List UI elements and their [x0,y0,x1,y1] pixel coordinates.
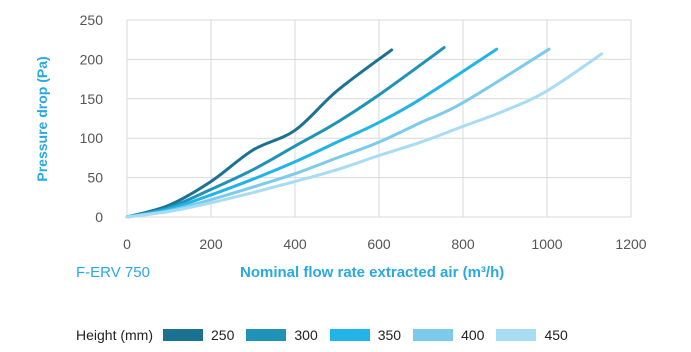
y-axis-label: Pressure drop (Pa) [34,56,50,181]
legend-label: 300 [294,327,318,343]
legend-swatch [163,329,204,341]
x-tick-label: 1000 [531,236,562,252]
legend-item-450: 450 [496,327,568,343]
y-tick-label: 50 [87,170,103,186]
y-tick-label: 0 [95,209,103,225]
legend-item-350: 350 [329,327,402,343]
legend-swatch [329,329,370,341]
x-tick-label: 800 [451,236,475,252]
series-lines [125,46,604,219]
series-line-300 [125,46,446,219]
y-tick-labels: 0 50 100 150 200 250 [80,12,104,225]
x-tick-label: 0 [123,236,131,252]
legend-item-400: 400 [413,327,484,343]
x-axis-label: Nominal flow rate extracted air (m³/h) [240,264,505,281]
pressure-drop-chart: 0 50 100 150 200 250 0 200 400 600 800 1000 1200 Pr… [34,12,647,252]
legend-swatch [413,329,454,341]
x-tick-label: 400 [283,236,307,252]
x-tick-labels: 0 200 400 600 800 1000 1200 [123,236,647,252]
series-line-450 [125,52,604,219]
series-line-350 [125,47,499,219]
legend-label: 450 [544,327,568,343]
legend-label: 350 [377,327,402,343]
legend-item-250: 250 [163,327,234,343]
legend-label: 250 [211,327,235,343]
legend-label: 400 [461,327,485,343]
y-tick-label: 150 [80,91,104,107]
legend-title: Height (mm) [76,327,154,343]
x-tick-label: 1200 [615,236,646,252]
y-tick-label: 200 [80,51,104,67]
legend-item-300: 300 [246,327,318,343]
legend-swatch [496,329,537,341]
series-line-400 [125,47,551,219]
legend-swatch [246,329,287,341]
series-line-250 [125,48,394,219]
x-tick-label: 600 [367,236,391,252]
y-tick-label: 100 [80,130,104,146]
model-label: F-ERV 750 [76,264,150,281]
x-tick-label: 200 [199,236,223,252]
legend: Height (mm) 250 300 350 400 450 [76,327,580,343]
legend-items: 250 300 350 400 450 [163,327,580,343]
y-tick-label: 250 [80,12,104,28]
